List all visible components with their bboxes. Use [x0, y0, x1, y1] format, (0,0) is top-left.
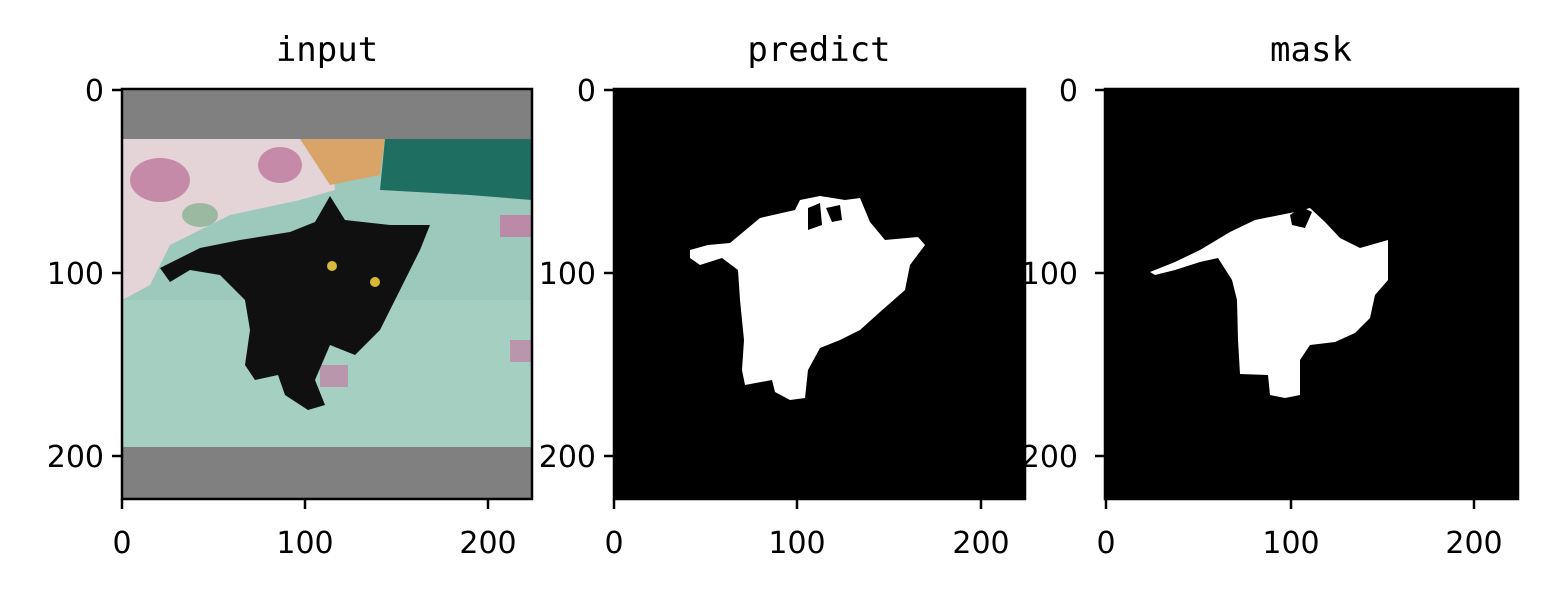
x-tick-label: 0 — [112, 526, 131, 561]
y-tick-label: 100 — [539, 257, 596, 292]
x-tick-label: 100 — [1262, 526, 1319, 561]
y-tick-label: 0 — [85, 74, 104, 109]
panel-input: input — [47, 30, 534, 561]
x-tick-label: 200 — [459, 526, 516, 561]
panel-title: input — [276, 30, 378, 70]
x-tick-label: 200 — [952, 526, 1009, 561]
y-tick-label: 200 — [47, 440, 104, 475]
y-ticks: 0 100 200 — [539, 74, 614, 475]
y-ticks: 0 100 200 — [1021, 74, 1105, 475]
panel-predict: predict 0 100 200 0 100 200 — [539, 30, 1027, 561]
y-ticks: 0 100 200 — [47, 74, 122, 475]
input-image — [122, 89, 532, 499]
x-tick-label: 100 — [276, 526, 333, 561]
y-tick-label: 0 — [1059, 74, 1078, 109]
y-tick-label: 0 — [577, 74, 596, 109]
x-tick-label: 0 — [1096, 526, 1115, 561]
x-ticks: 0 100 200 — [604, 499, 1010, 561]
y-tick-label: 200 — [539, 440, 596, 475]
y-tick-label: 100 — [47, 257, 104, 292]
panel-title: mask — [1270, 30, 1352, 70]
panel-mask: mask 0 100 200 0 100 200 — [1021, 30, 1520, 561]
predict-image — [614, 89, 1025, 499]
y-tick-label: 100 — [1021, 257, 1078, 292]
x-tick-label: 200 — [1445, 526, 1502, 561]
x-ticks: 0 100 200 — [1096, 499, 1503, 561]
panel-title: predict — [747, 30, 890, 70]
mask-image — [1105, 89, 1518, 499]
y-tick-label: 200 — [1021, 440, 1078, 475]
x-ticks: 0 100 200 — [112, 499, 517, 561]
x-tick-label: 0 — [604, 526, 623, 561]
x-tick-label: 100 — [768, 526, 825, 561]
